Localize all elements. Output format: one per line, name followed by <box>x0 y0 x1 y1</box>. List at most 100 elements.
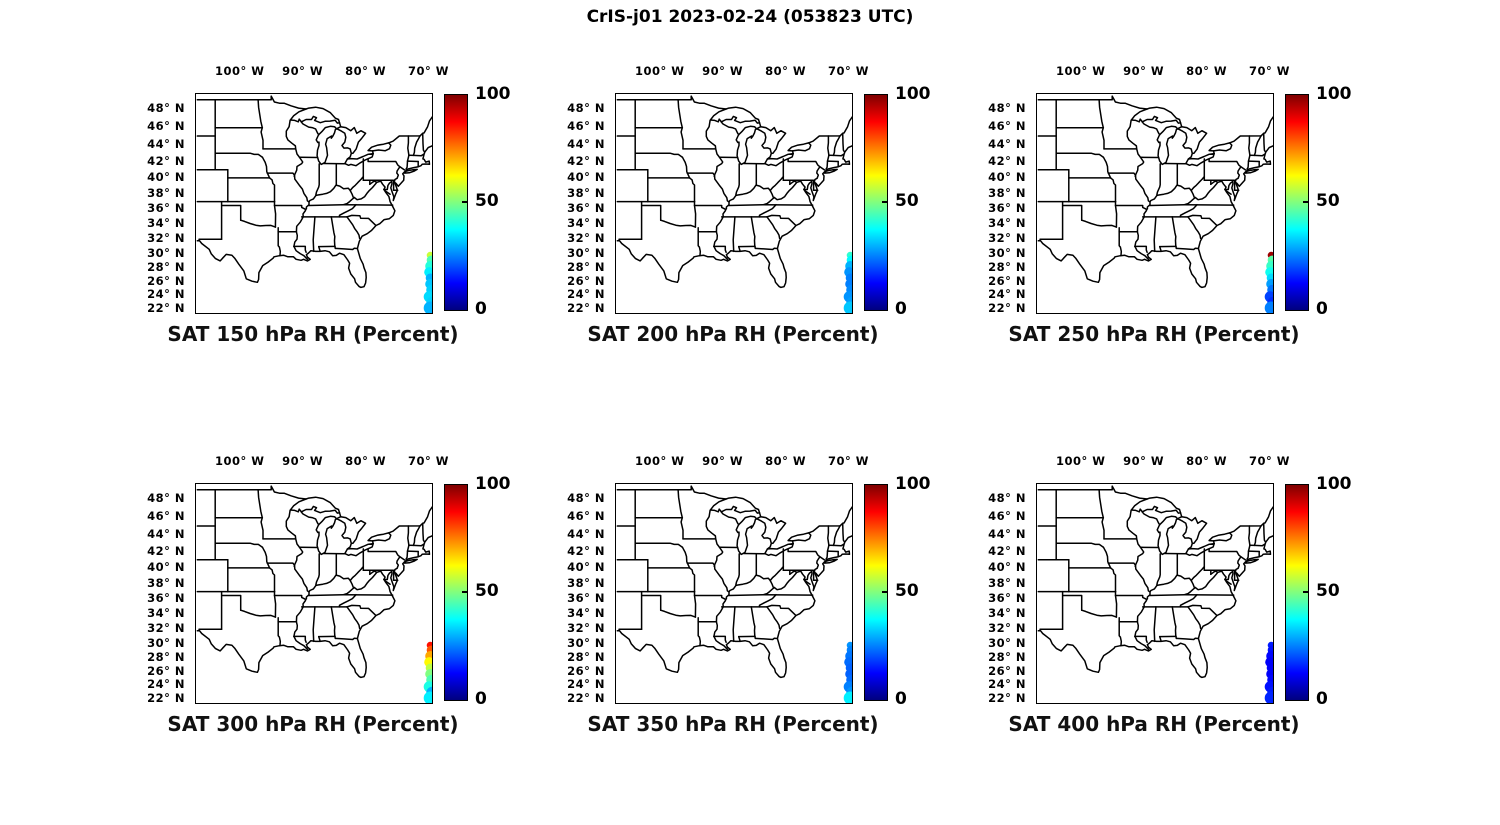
colorbar-tick-label: 50 <box>475 580 499 601</box>
lat-tick-label: 38° N <box>988 185 1026 200</box>
us-map <box>1037 95 1273 313</box>
map-panel: 100° W 90° W 80° W 70° W 48° N 46° N 44° N 42°… <box>976 48 1376 368</box>
lat-tick-label: 42° N <box>567 543 605 558</box>
lat-tick-label: 26° N <box>567 273 605 288</box>
scatter-point <box>843 301 852 313</box>
lat-tick-label: 38° N <box>567 185 605 200</box>
colorbar-tick-50 <box>462 590 467 593</box>
lat-tick-label: 46° N <box>988 119 1026 134</box>
lat-tick-label: 24° N <box>147 677 185 692</box>
colorbar-tick-label: 0 <box>895 299 907 319</box>
lat-tick-label: 44° N <box>988 136 1026 151</box>
lat-tick-label: 46° N <box>147 509 185 524</box>
colorbar <box>1285 484 1309 701</box>
colorbar-tick-label: 100 <box>1316 474 1352 494</box>
lat-tick-label: 48° N <box>988 491 1026 506</box>
lat-tick-label: 40° N <box>567 169 605 184</box>
lat-tick-label: 48° N <box>147 491 185 506</box>
colorbar-tick-label: 50 <box>475 190 499 211</box>
lat-tick-label: 36° N <box>988 591 1026 606</box>
lat-tick-label: 30° N <box>147 245 185 260</box>
colorbar <box>444 94 468 311</box>
lon-tick-label: 100° W <box>634 64 685 78</box>
lat-tick-label: 48° N <box>988 101 1026 116</box>
lon-tick-label: 100° W <box>214 454 265 468</box>
lon-tick-label: 90° W <box>282 64 324 78</box>
lon-tick-label: 70° W <box>1248 454 1290 468</box>
lat-tick-label: 24° N <box>567 677 605 692</box>
lat-tick-label: 40° N <box>147 169 185 184</box>
lat-tick-label: 44° N <box>567 526 605 541</box>
map-plot-area <box>615 483 853 704</box>
lat-tick-label: 40° N <box>988 169 1026 184</box>
lat-tick-label: 36° N <box>147 591 185 606</box>
lat-tick-label: 42° N <box>147 543 185 558</box>
colorbar-tick-50 <box>1303 590 1308 593</box>
lat-tick-label: 24° N <box>988 677 1026 692</box>
lat-tick-label: 48° N <box>147 101 185 116</box>
observation-scatter-points <box>423 641 432 703</box>
lat-tick-label: 34° N <box>147 216 185 231</box>
observation-scatter-points <box>1264 251 1273 313</box>
lat-tick-label: 32° N <box>147 621 185 636</box>
lat-tick-label: 30° N <box>988 245 1026 260</box>
map-panel: 100° W 90° W 80° W 70° W 48° N 46° N 44° N 42°… <box>555 438 955 758</box>
panel-title: SAT 300 hPa RH (Percent) <box>167 712 459 736</box>
lat-tick-label: 26° N <box>147 273 185 288</box>
lat-tick-label: 24° N <box>988 287 1026 302</box>
lon-tick-label: 90° W <box>702 64 744 78</box>
lat-tick-label: 44° N <box>567 136 605 151</box>
lat-tick-label: 22° N <box>567 690 605 705</box>
lat-tick-label: 36° N <box>567 591 605 606</box>
lat-tick-label: 26° N <box>567 663 605 678</box>
us-map <box>196 485 432 703</box>
colorbar <box>444 484 468 701</box>
lat-tick-label: 22° N <box>147 690 185 705</box>
lat-tick-label: 34° N <box>988 606 1026 621</box>
map-panel: 100° W 90° W 80° W 70° W 48° N 46° N 44° N 42°… <box>135 48 535 368</box>
lat-tick-label: 28° N <box>988 259 1026 274</box>
lat-tick-label: 38° N <box>147 575 185 590</box>
lat-tick-label: 44° N <box>147 136 185 151</box>
map-plot-area <box>615 93 853 314</box>
map-plot-area <box>195 93 433 314</box>
colorbar <box>864 484 888 701</box>
observation-scatter-points <box>423 251 432 313</box>
map-plot-area <box>1036 483 1274 704</box>
main-title: CrIS-j01 2023-02-24 (053823 UTC) <box>586 7 914 27</box>
colorbar-tick-50 <box>882 590 887 593</box>
map-plot-area <box>1036 93 1274 314</box>
map-panel: 100° W 90° W 80° W 70° W 48° N 46° N 44° N 42°… <box>555 48 955 368</box>
lat-tick-label: 32° N <box>567 231 605 246</box>
lat-tick-label: 44° N <box>988 526 1026 541</box>
lat-tick-label: 22° N <box>988 690 1026 705</box>
colorbar-tick-label: 0 <box>475 299 487 319</box>
colorbar-tick-label: 0 <box>1316 299 1328 319</box>
colorbar-tick-label: 100 <box>1316 84 1352 104</box>
colorbar-tick-label: 100 <box>475 474 511 494</box>
colorbar-tick-label: 0 <box>895 689 907 709</box>
lat-tick-label: 32° N <box>567 621 605 636</box>
lat-tick-label: 36° N <box>988 201 1026 216</box>
lon-tick-label: 70° W <box>407 454 449 468</box>
lat-tick-label: 30° N <box>567 635 605 650</box>
lon-tick-label: 100° W <box>1055 454 1106 468</box>
lat-tick-label: 36° N <box>147 201 185 216</box>
observation-scatter-points <box>1264 641 1273 703</box>
lat-tick-label: 22° N <box>147 300 185 315</box>
colorbar-tick-label: 50 <box>1316 190 1340 211</box>
lat-tick-label: 48° N <box>567 101 605 116</box>
scatter-point <box>1264 691 1273 703</box>
lat-tick-label: 46° N <box>567 509 605 524</box>
lon-tick-label: 100° W <box>634 454 685 468</box>
colorbar-tick-label: 100 <box>895 474 931 494</box>
colorbar-tick-50 <box>462 200 467 203</box>
scatter-point <box>423 301 432 313</box>
lat-tick-label: 42° N <box>988 543 1026 558</box>
lat-tick-label: 28° N <box>567 259 605 274</box>
lon-tick-label: 80° W <box>345 64 387 78</box>
colorbar-tick-label: 0 <box>475 689 487 709</box>
colorbar-tick-label: 100 <box>895 84 931 104</box>
lat-tick-label: 48° N <box>567 491 605 506</box>
lon-tick-label: 80° W <box>1186 64 1228 78</box>
